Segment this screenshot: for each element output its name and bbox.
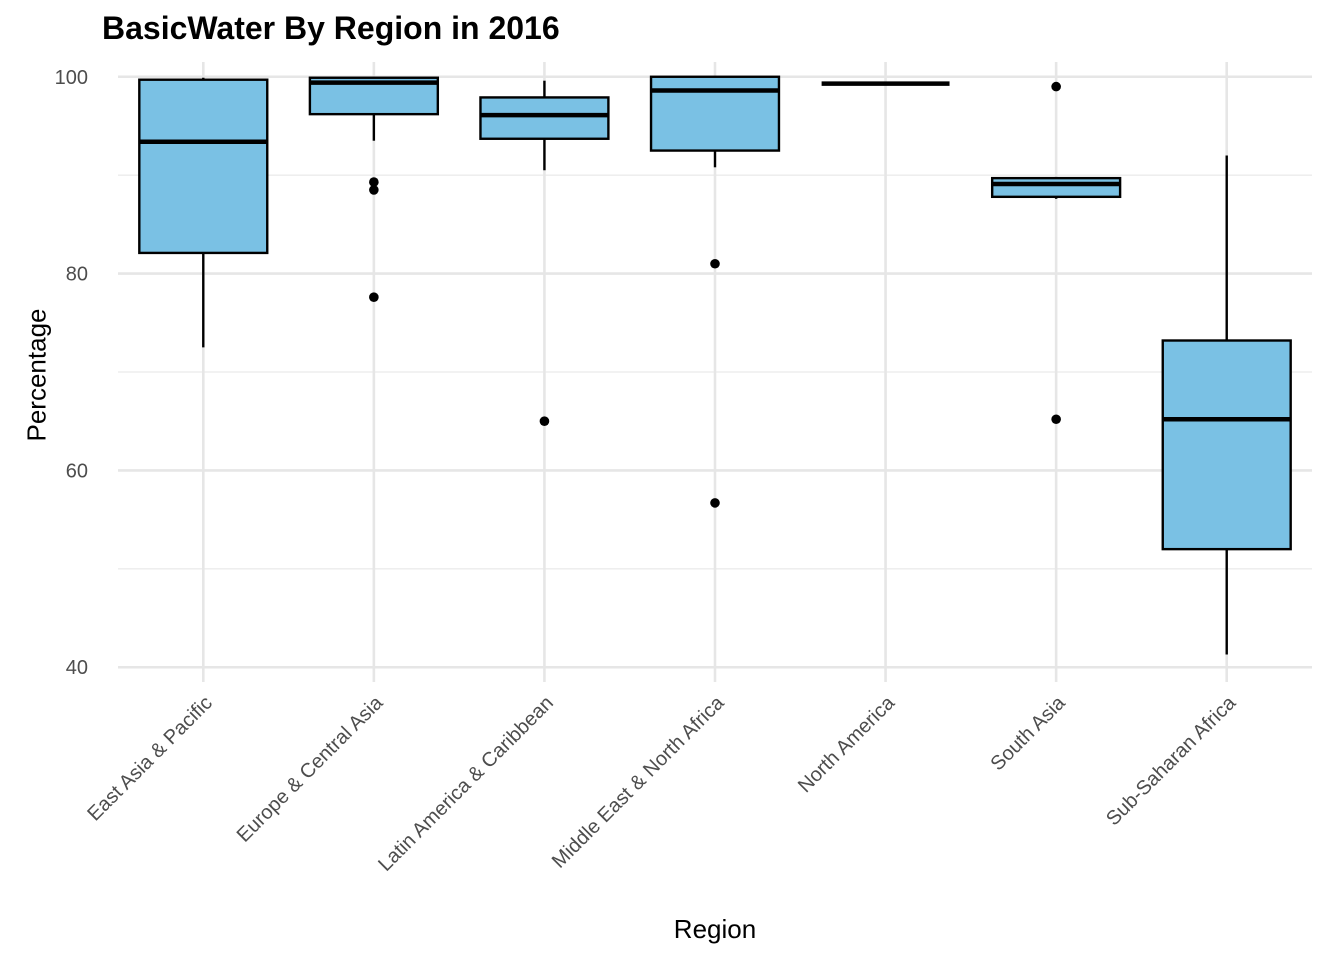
box-group: [138, 77, 269, 348]
outlier-point: [539, 416, 550, 427]
x-tick-label: Europe & Central Asia: [233, 691, 388, 846]
outlier-point: [710, 258, 720, 269]
x-tick-label: East Asia & Pacific: [83, 692, 216, 825]
outlier-point: [369, 185, 379, 195]
box-group: [1161, 155, 1292, 655]
x-tick-label: Sub-Saharan Africa: [1102, 691, 1241, 830]
box-group: [990, 81, 1122, 425]
outlier-point: [369, 177, 379, 187]
y-tick-label: 100: [55, 67, 88, 89]
outlier-point: [710, 498, 720, 508]
y-tick-label: 60: [66, 460, 88, 482]
box: [1161, 339, 1292, 551]
x-tick-label: South Asia: [987, 691, 1071, 775]
outlier-point: [1051, 414, 1061, 425]
outlier-point: [369, 292, 379, 303]
box-group: [308, 76, 440, 303]
x-tick-label: Middle East & North Africa: [548, 691, 729, 872]
box: [138, 78, 269, 255]
y-tick-label: 40: [66, 657, 88, 679]
outlier-point: [1051, 81, 1061, 92]
y-tick-labels: 40 60 80 100: [55, 67, 88, 679]
x-axis-title: Region: [673, 914, 757, 944]
box-group: [479, 80, 610, 427]
y-tick-label: 80: [66, 264, 88, 286]
box: [649, 75, 781, 152]
box-group: [649, 75, 781, 508]
x-tick-labels: East Asia & Pacific Europe & Central Asia…: [83, 691, 1241, 875]
box-layer: [138, 75, 1292, 655]
chart-title: BasicWater By Region in 2016: [102, 10, 560, 46]
box: [479, 96, 610, 140]
x-tick-label: North America: [794, 691, 900, 797]
x-tick-label: Latin America & Caribbean: [374, 692, 558, 876]
box: [990, 176, 1122, 199]
